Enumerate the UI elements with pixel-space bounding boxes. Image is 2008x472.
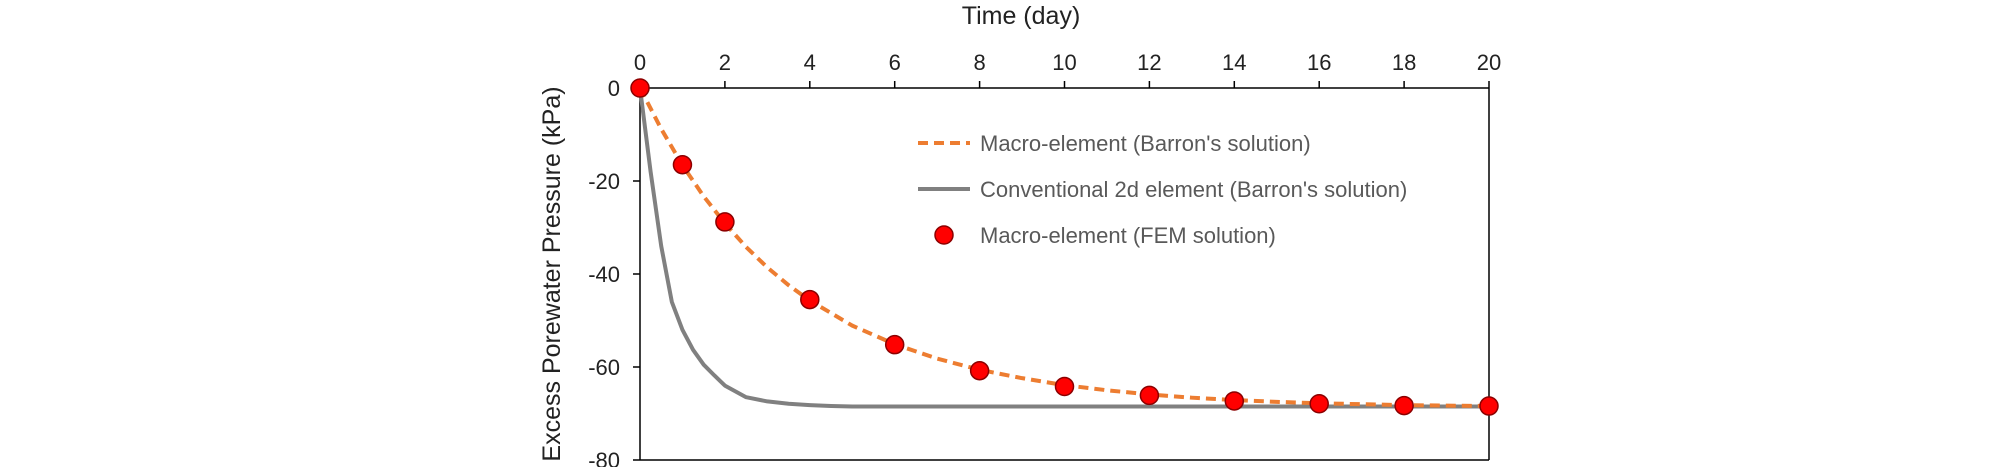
y-tick-label: 0 [608, 76, 620, 101]
series-line-conventional-2d [638, 87, 1489, 409]
legend-label: Macro-element (Barron's solution) [980, 131, 1311, 156]
legend-label: Conventional 2d element (Barron's soluti… [980, 177, 1407, 202]
legend: Macro-element (Barron's solution) Convent… [918, 131, 1407, 248]
data-point-fem [1139, 385, 1160, 406]
x-tick-label: 4 [804, 50, 816, 75]
x-tick-label: 6 [889, 50, 901, 75]
x-axis-title: Time (day) [962, 2, 1081, 30]
data-point-fem [1054, 376, 1075, 397]
x-tick-label: 8 [973, 50, 985, 75]
data-point-fem [1479, 396, 1499, 416]
data-point-fem [969, 360, 990, 381]
x-tick-label: 18 [1392, 50, 1416, 75]
x-tick-label: 12 [1137, 50, 1161, 75]
x-tick-label: 2 [719, 50, 731, 75]
y-tick-label: -60 [588, 355, 620, 380]
x-tick-label: 14 [1222, 50, 1246, 75]
data-point-fem [630, 78, 650, 98]
x-tick-label: 20 [1477, 50, 1501, 75]
data-point-fem [1224, 391, 1245, 411]
series-layer [630, 78, 1499, 416]
y-tick-label: -20 [588, 169, 620, 194]
y-tick-label: -40 [588, 262, 620, 287]
data-point-fem [800, 289, 820, 310]
legend-swatch-marker [934, 225, 954, 245]
data-point-fem [884, 334, 905, 355]
y-tick-label: -80 [588, 448, 620, 467]
x-tick-label: 0 [634, 50, 646, 75]
x-tick-label: 16 [1307, 50, 1331, 75]
y-axis-title: Excess Porewater Pressure (kPa) [538, 86, 566, 461]
data-point-fem [672, 154, 693, 175]
data-point-fem [1309, 393, 1329, 414]
legend-label: Macro-element (FEM solution) [980, 223, 1276, 248]
data-point-fem [1394, 395, 1414, 416]
data-point-fem [715, 212, 735, 232]
x-tick-label: 10 [1052, 50, 1076, 75]
axes-layer: 0 2 4 6 8 10 12 14 16 18 20 0 -20 -40 -60 -80 [588, 50, 1501, 472]
